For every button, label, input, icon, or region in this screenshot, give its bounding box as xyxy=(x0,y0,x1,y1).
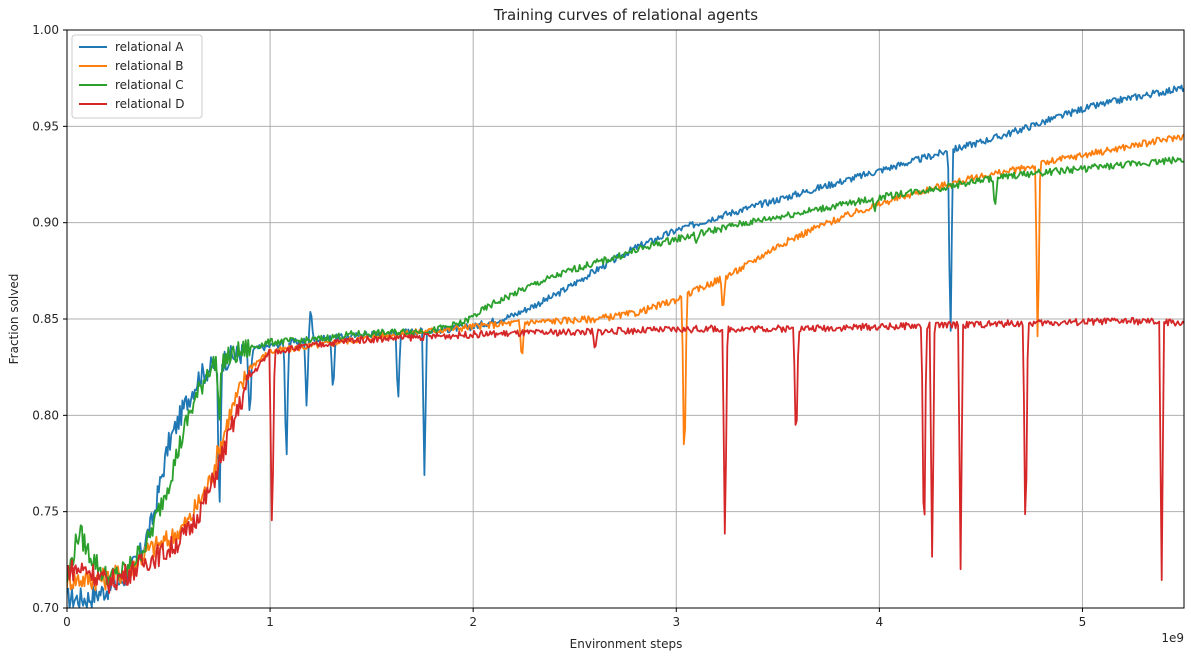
legend-label: relational C xyxy=(115,78,184,92)
chart-title: Training curves of relational agents xyxy=(493,6,758,24)
series-line-relational-d xyxy=(67,317,1184,594)
y-tick-label: 0.70 xyxy=(32,601,59,615)
legend-label: relational D xyxy=(115,97,184,111)
y-axis-ticks: 0.70 0.75 0.80 0.85 0.90 0.95 1.00 xyxy=(32,23,67,615)
legend-box xyxy=(71,34,203,119)
x-axis-offset-text: 1e9 xyxy=(1161,631,1184,645)
legend-label: relational A xyxy=(115,40,184,54)
y-tick-label: 1.00 xyxy=(32,23,59,37)
series-line-relational-a xyxy=(67,84,1184,608)
x-tick-label: 3 xyxy=(672,615,680,629)
y-tick-label: 0.80 xyxy=(32,408,59,422)
series-line-relational-b xyxy=(67,133,1184,592)
x-tick-label: 5 xyxy=(1079,615,1087,629)
legend: relational A relational B relational C rela… xyxy=(71,34,203,119)
x-tick-label: 4 xyxy=(876,615,884,629)
x-tick-label: 0 xyxy=(63,615,71,629)
legend-label: relational B xyxy=(115,59,183,73)
x-axis-ticks: 0 1 2 3 4 5 xyxy=(63,608,1086,629)
x-axis-label: Environment steps xyxy=(570,637,683,651)
x-tick-label: 2 xyxy=(469,615,477,629)
x-tick-label: 1 xyxy=(266,615,274,629)
y-tick-label: 0.95 xyxy=(32,119,59,133)
series-line-relational-c xyxy=(67,156,1184,591)
y-tick-label: 0.85 xyxy=(32,312,59,326)
y-tick-label: 0.75 xyxy=(32,505,59,519)
y-axis-label: Fraction solved xyxy=(7,274,21,365)
series-layer xyxy=(67,84,1184,608)
y-tick-label: 0.90 xyxy=(32,216,59,230)
